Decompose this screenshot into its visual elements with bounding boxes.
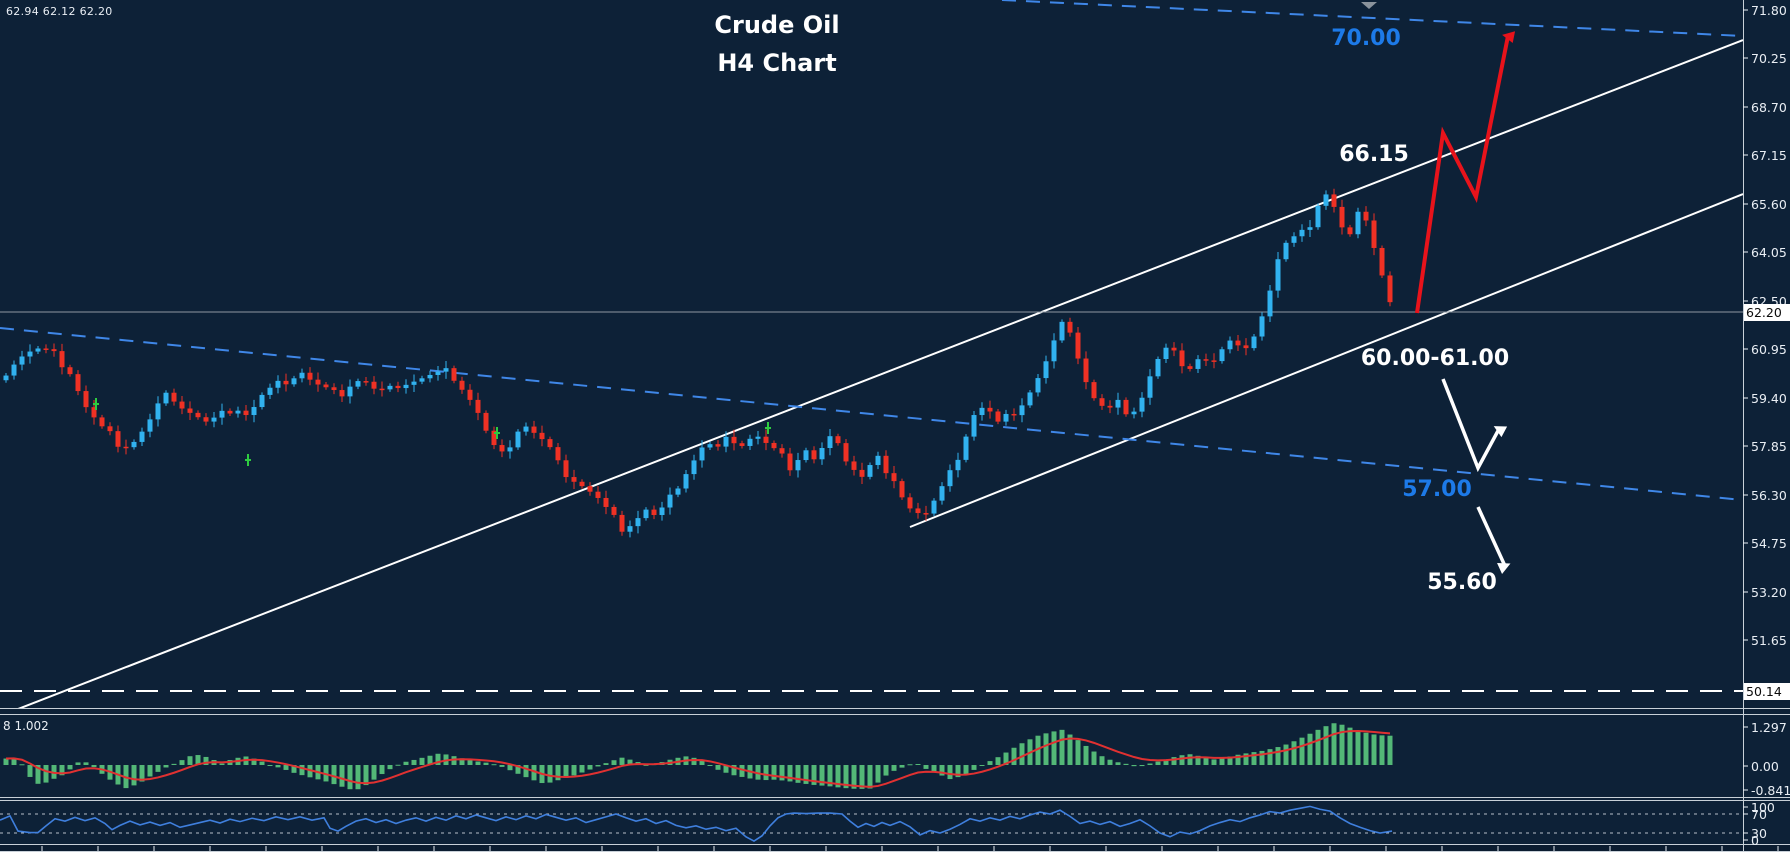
- macd-pane: [3, 723, 1393, 790]
- price-tick-label: 67.15: [1751, 148, 1787, 163]
- price-tick-label: 56.30: [1751, 488, 1787, 503]
- price-tick-label: 65.60: [1751, 197, 1787, 212]
- annotation-level-6615: 66.15: [1339, 142, 1409, 167]
- main-pane: [0, 0, 1743, 708]
- candlestick-series: [3, 188, 1393, 538]
- object-anchor-triangle-icon: [1361, 2, 1377, 9]
- oscillator-pane: [0, 805, 1743, 843]
- annotation-level-5560: 55.60: [1427, 570, 1497, 595]
- price-tick-label: 53.20: [1751, 585, 1787, 600]
- price-tick-label: 54.75: [1751, 536, 1787, 551]
- annotation-level-57: 57.00: [1402, 477, 1472, 502]
- oscillator-line: [0, 805, 1393, 843]
- buy-order-markers: [93, 398, 771, 466]
- red-projection-path: [1415, 31, 1516, 314]
- chart-title-line1: Crude Oil: [714, 11, 840, 39]
- price-tick-label: 59.40: [1751, 391, 1787, 406]
- price-tick-label: 51.65: [1751, 633, 1787, 648]
- annotation-zone-60-61: 60.00-61.00: [1360, 346, 1510, 371]
- macd-indicator-readout: 8 1.002: [3, 719, 49, 733]
- osc-tick-label: 70: [1751, 807, 1767, 822]
- macd-signal-line: [5, 729, 1391, 788]
- price-tick-label: 60.95: [1751, 342, 1787, 357]
- price-tag: 50.14: [1744, 683, 1790, 700]
- osc-tick-label: 0: [1751, 833, 1759, 848]
- projection-arrows: [1415, 31, 1516, 574]
- osc-tick-label: 30: [1751, 826, 1767, 841]
- price-tick-label: 70.25: [1751, 51, 1787, 66]
- price-tick-label: 71.80: [1751, 3, 1787, 18]
- osc-tick-label: 100: [1751, 800, 1775, 815]
- price-tick-label: 68.70: [1751, 100, 1787, 115]
- support-dashed-blue: [0, 327, 1743, 501]
- channel-lower-white: [909, 193, 1743, 528]
- white-bounce-arrow: [1441, 378, 1508, 473]
- annotation-level-70: 70.00: [1331, 26, 1401, 51]
- time-axis-strip: [0, 845, 1790, 852]
- macd-histogram: [3, 723, 1393, 790]
- ohlc-readout: 62.94 62.12 62.20: [6, 5, 113, 18]
- chart-title-line2: H4 Chart: [717, 49, 837, 77]
- price-tick-label: 57.85: [1751, 439, 1787, 454]
- resistance-dashed-blue: [1001, 0, 1743, 37]
- macd-tick-label: 1.297: [1751, 720, 1787, 735]
- price-tag: 62.20: [1744, 304, 1790, 321]
- channel-upper-white: [17, 39, 1743, 708]
- macd-tick-label: 0.00: [1751, 759, 1779, 774]
- white-down-arrow: [1476, 506, 1511, 574]
- chart-title: Crude Oil H4 Chart: [714, 6, 839, 82]
- macd-tick-label: -0.841: [1751, 783, 1790, 798]
- price-tick-label: 64.05: [1751, 245, 1787, 260]
